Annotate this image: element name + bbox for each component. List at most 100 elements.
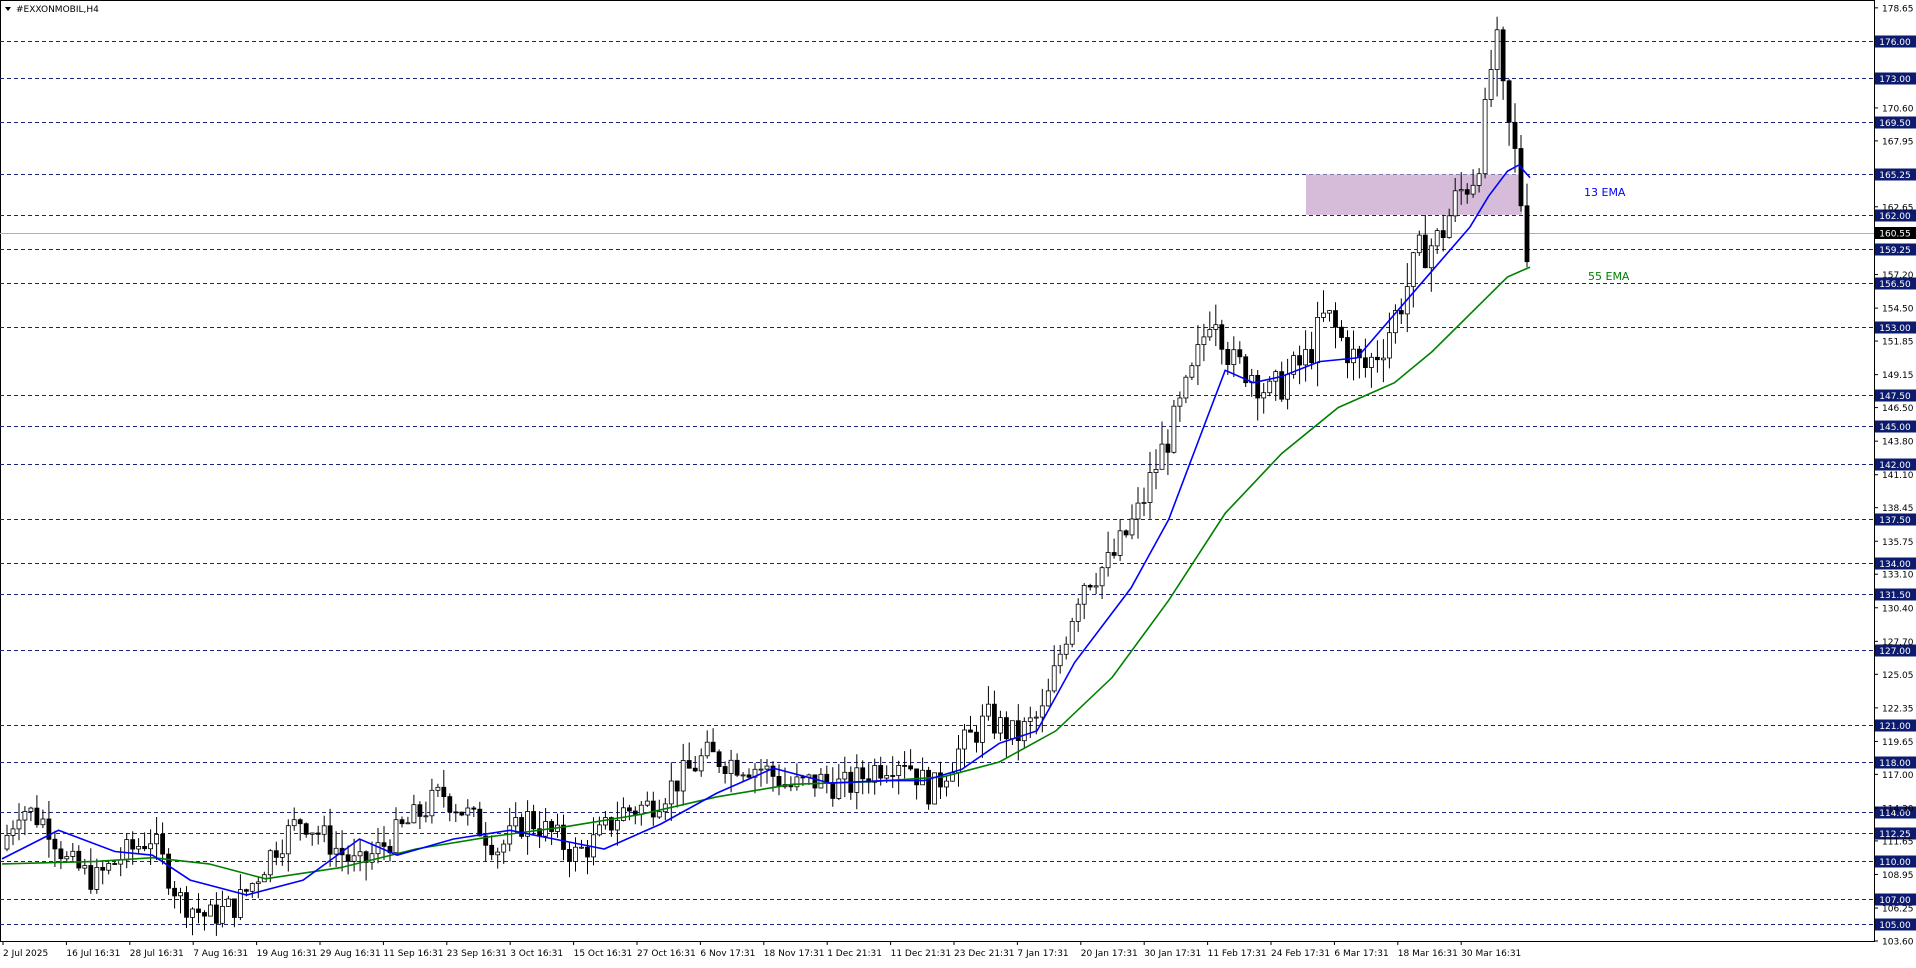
candle-body xyxy=(213,904,219,924)
level-badge-label: 131.50 xyxy=(1879,591,1911,601)
candle-body xyxy=(441,786,447,797)
x-tick-label: 15 Oct 16:31 xyxy=(574,949,633,959)
time-axis[interactable]: 2 Jul 2025 16 Jul 16:31 28 Jul 16:31 7 Aug … xyxy=(2,941,1521,959)
candle-body xyxy=(1165,443,1171,453)
candle-body xyxy=(411,804,417,824)
candle-body xyxy=(1087,585,1093,588)
candle-body xyxy=(477,808,483,837)
level-badge-label: 162.00 xyxy=(1879,212,1911,222)
x-tick-label: 18 Mar 16:31 xyxy=(1398,949,1458,959)
candle-body xyxy=(249,883,255,892)
level-badge xyxy=(1875,513,1916,526)
x-tick-label: 30 Mar 16:31 xyxy=(1461,949,1521,959)
y-tick-label: 125.05 xyxy=(1882,671,1914,681)
candle-body xyxy=(166,853,172,889)
candle-body xyxy=(1482,99,1488,175)
candle-body xyxy=(1123,530,1129,536)
level-badge-label: 127.00 xyxy=(1879,647,1911,657)
symbol-header[interactable]: #EXXONMOBIL,H4 xyxy=(5,5,99,15)
candle-body xyxy=(369,853,375,863)
candle-body xyxy=(1434,230,1440,247)
x-tick-label: 19 Aug 16:31 xyxy=(257,949,318,959)
candle-body xyxy=(770,765,776,777)
candle-body xyxy=(1261,392,1267,399)
candle-body xyxy=(1195,344,1201,367)
candle-body xyxy=(459,811,465,816)
candle-body xyxy=(106,863,112,871)
candle-body xyxy=(267,850,273,876)
candle-body xyxy=(1033,716,1039,719)
candle-body xyxy=(1045,690,1051,707)
candle-body xyxy=(579,846,584,849)
candle-body xyxy=(285,825,291,855)
candle-body xyxy=(1081,585,1087,605)
candle-body xyxy=(58,848,64,860)
ema-55-label: 55 EMA xyxy=(1588,270,1630,283)
candle-body xyxy=(297,819,303,825)
candle-body xyxy=(686,760,692,769)
candle-body xyxy=(327,825,333,855)
candle-body xyxy=(178,892,183,897)
candle-body xyxy=(1476,173,1482,186)
candle-body xyxy=(1147,472,1153,503)
candle-body xyxy=(1117,530,1123,556)
level-badge xyxy=(1875,277,1916,290)
candle-body xyxy=(1225,348,1231,365)
candle-body xyxy=(986,703,991,717)
level-badge xyxy=(1875,35,1916,48)
candle-body xyxy=(1488,69,1494,100)
candle-body xyxy=(1393,310,1398,334)
candle-body xyxy=(1129,518,1135,536)
candlesticks xyxy=(4,16,1530,936)
support-resistance-levels: 176.00 173.00 169.50 165.25 162.00 159.25 156.… xyxy=(0,35,1916,931)
candle-body xyxy=(315,832,321,835)
y-tick-label: 167.95 xyxy=(1882,137,1914,147)
candle-body xyxy=(351,855,357,862)
candle-body xyxy=(1381,357,1386,361)
candle-body xyxy=(644,800,650,806)
candle-body xyxy=(1500,29,1506,82)
x-tick-label: 18 Nov 17:31 xyxy=(764,949,825,959)
x-tick-label: 3 Oct 16:31 xyxy=(510,949,563,959)
level-badge xyxy=(1875,420,1916,433)
candle-body xyxy=(1063,643,1069,655)
candle-body xyxy=(76,850,82,869)
x-tick-label: 2 Jul 2025 xyxy=(3,949,48,959)
candle-body xyxy=(40,818,46,826)
candle-body xyxy=(926,769,931,805)
level-badge-label: 173.00 xyxy=(1879,75,1911,85)
candle-body xyxy=(525,811,530,837)
y-tick-label: 178.65 xyxy=(1882,4,1914,14)
y-tick-label: 106.25 xyxy=(1882,905,1914,915)
candle-body xyxy=(321,825,327,835)
candle-body xyxy=(692,767,698,772)
candle-body xyxy=(674,780,680,792)
candle-body xyxy=(902,765,907,767)
candle-body xyxy=(1243,356,1249,384)
candle-body xyxy=(70,850,76,857)
candle-body xyxy=(872,765,878,783)
candle-body xyxy=(1069,621,1075,645)
y-tick-label: 122.35 xyxy=(1882,704,1914,714)
candle-body xyxy=(142,846,148,850)
y-tick-label: 135.75 xyxy=(1882,538,1914,548)
price-axis[interactable]: 178.65 170.60 167.95 162.65 157.20 154.50 151.… xyxy=(1874,4,1914,948)
level-badge xyxy=(1875,918,1916,931)
candle-body xyxy=(1470,184,1476,195)
candle-body xyxy=(1440,230,1446,239)
candle-body xyxy=(519,817,524,837)
candle-body xyxy=(1039,705,1045,718)
candle-body xyxy=(417,804,423,817)
y-tick-label: 117.00 xyxy=(1882,771,1914,781)
y-tick-label: 162.65 xyxy=(1882,203,1914,213)
candle-body xyxy=(1422,234,1428,269)
dropdown-triangle-icon[interactable] xyxy=(5,7,11,11)
candle-body xyxy=(1057,653,1063,667)
candle-body xyxy=(938,772,943,788)
candle-body xyxy=(273,850,279,858)
candle-body xyxy=(357,851,363,857)
y-tick-label: 119.65 xyxy=(1882,738,1914,748)
x-tick-label: 1 Dec 21:31 xyxy=(827,949,882,959)
